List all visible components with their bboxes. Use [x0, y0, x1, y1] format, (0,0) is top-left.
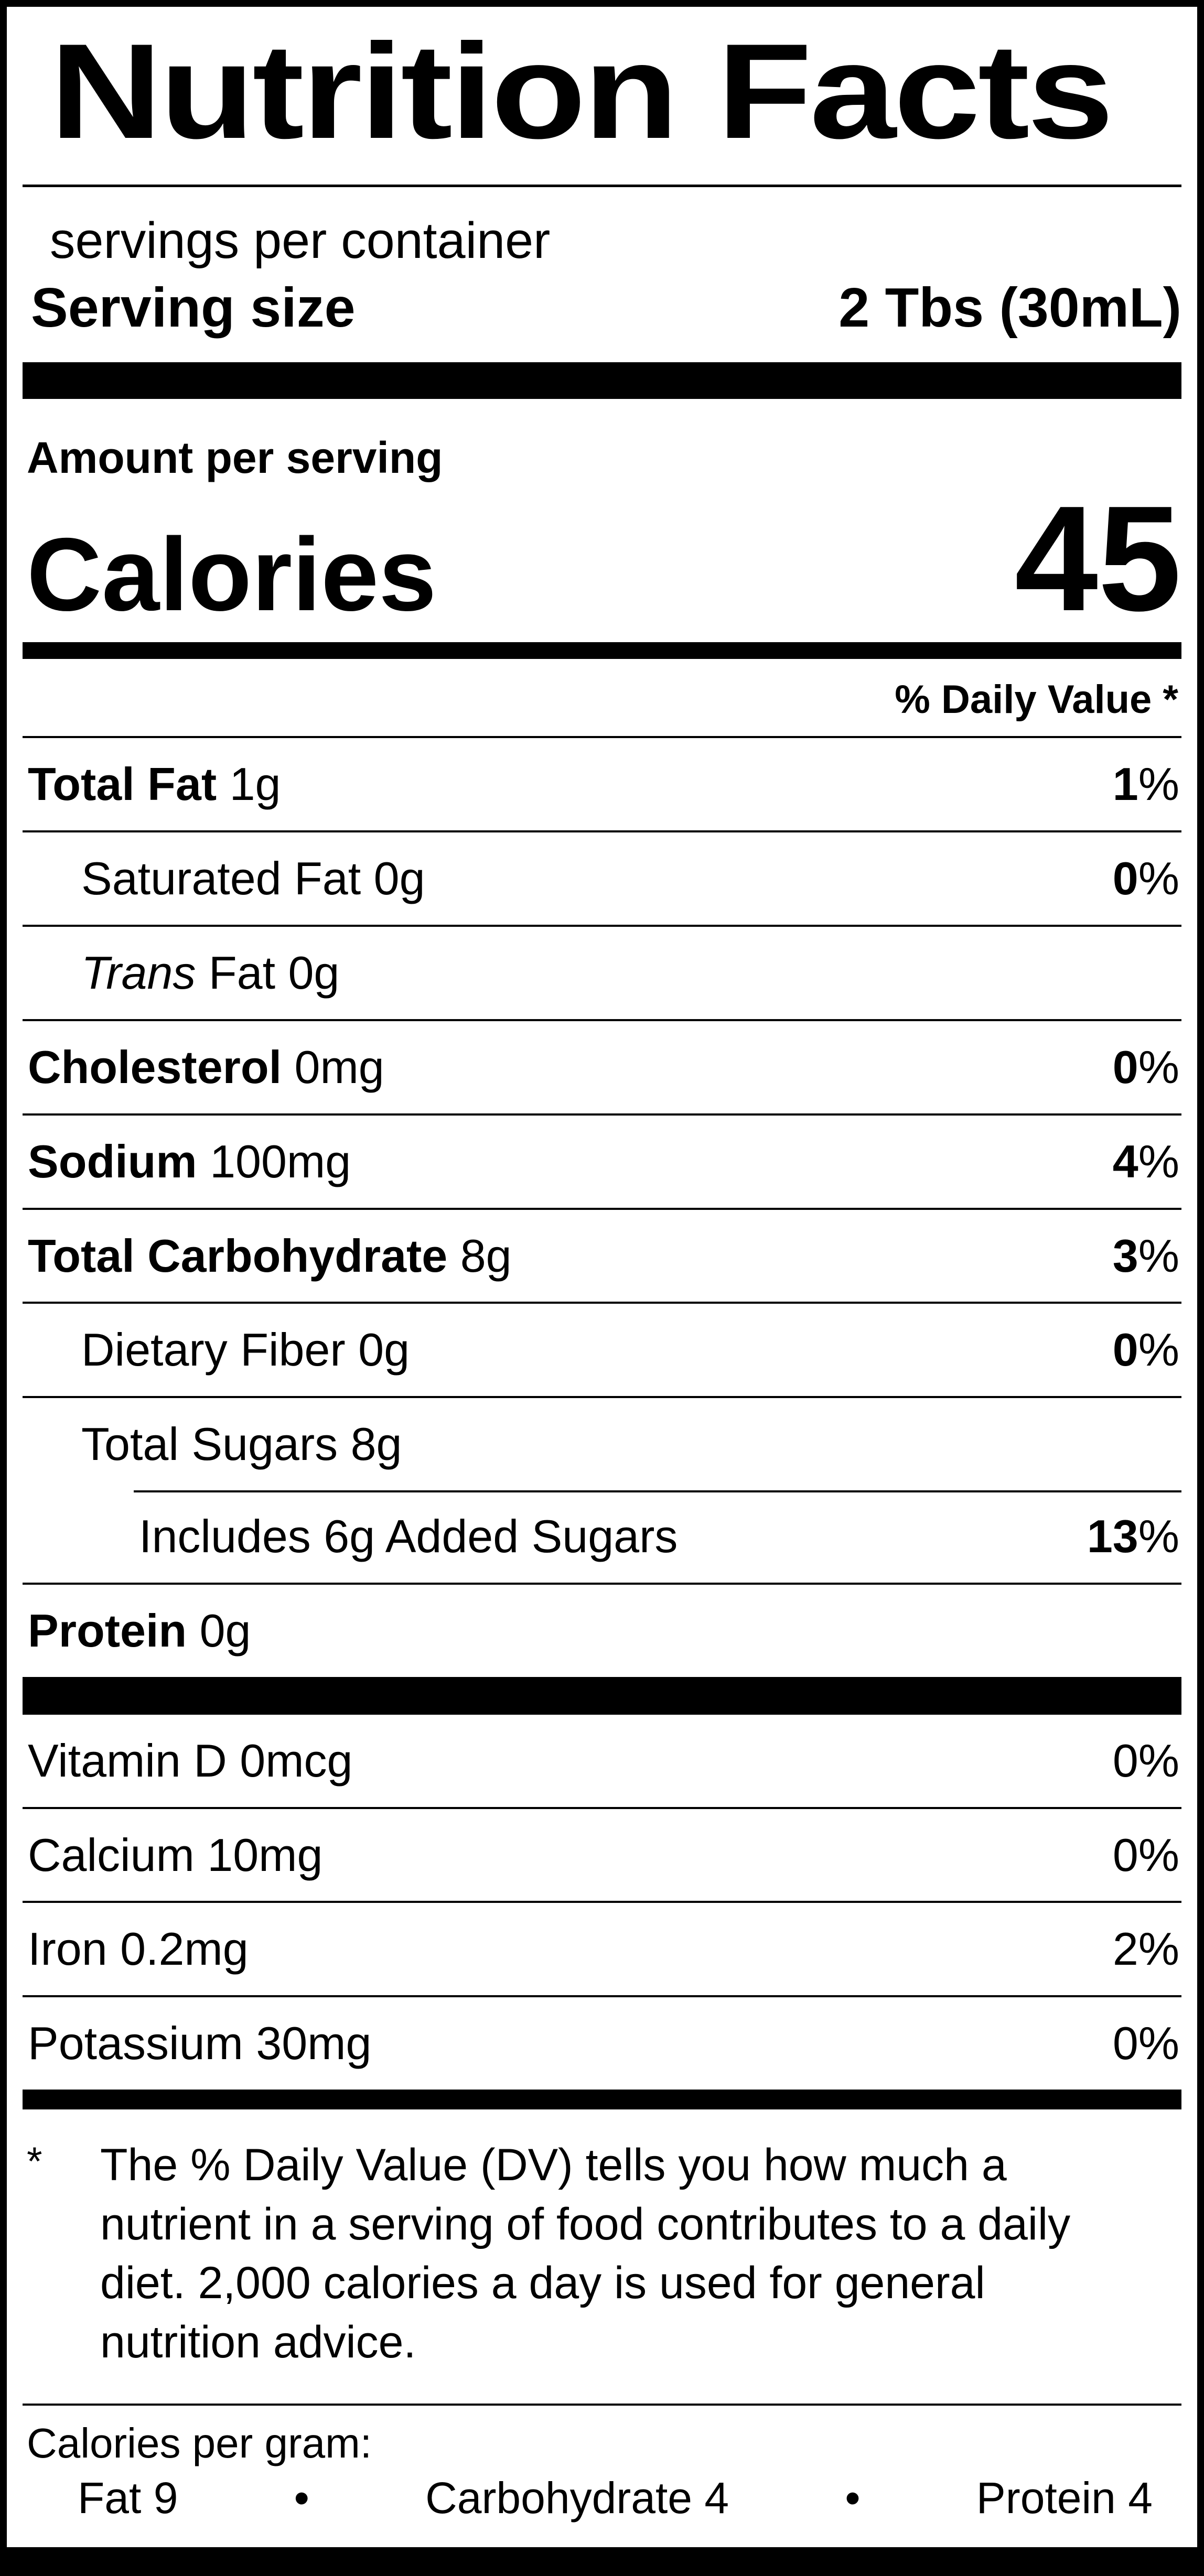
footnote-text: The % Daily Value (DV) tells you how muc… [100, 2140, 1071, 2368]
amount-per-serving-label: Amount per serving [27, 433, 443, 483]
nutrient-dv: 13% [1087, 1510, 1179, 1563]
cpg-item-fat: Fat 9 [78, 2473, 178, 2523]
footnote-marker: * [27, 2139, 42, 2184]
page-title: Nutrition Facts [23, 18, 1181, 165]
nutrient-name: Total Carbohydrate 8g [28, 1229, 512, 1282]
calories-per-gram-label: Calories per gram: [27, 2419, 372, 2466]
nutrient-name: Sodium 100mg [28, 1135, 351, 1187]
calories-row: Calories 45 [23, 483, 1181, 640]
micronutrient-name: Vitamin D 0mcg [28, 1734, 353, 1787]
nutrient-rows: Total Fat 1g 1% Saturated Fat 0g 0% Tran… [23, 738, 1181, 1676]
nutrient-dv: 0% [1112, 1041, 1179, 1093]
nutrient-row-total-sugars: Total Sugars 8g [23, 1396, 1181, 1490]
nutrient-name: Dietary Fiber 0g [81, 1324, 410, 1376]
nutrient-row-sodium: Sodium 100mg 4% [23, 1113, 1181, 1208]
nutrient-name: Includes 6g Added Sugars [139, 1510, 678, 1563]
nutrient-row-trans-fat: Trans Fat 0g [23, 925, 1181, 1019]
servings-per-container: servings per container [50, 211, 551, 269]
calories-per-gram-row: Fat 9 • Carbohydrate 4 • Protein 4 [23, 2472, 1181, 2525]
nutrient-name: Total Fat 1g [28, 758, 281, 810]
nutrient-dv: 0% [1112, 852, 1179, 905]
nutrient-name: Trans Fat 0g [81, 947, 340, 999]
micronutrient-row-calcium: Calcium 10mg 0% [23, 1806, 1181, 1901]
nutrient-dv: 3% [1112, 1229, 1179, 1282]
nutrient-dv: 1% [1112, 758, 1179, 810]
title-divider [23, 184, 1181, 187]
micronutrient-row-iron: Iron 0.2mg 2% [23, 1901, 1181, 1995]
micronutrient-dv: 0% [1112, 1734, 1179, 1787]
serving-size-value: 2 Tbs (30mL) [838, 277, 1181, 339]
cpg-item-carbohydrate: Carbohydrate 4 [425, 2473, 729, 2523]
nutrient-row-cholesterol: Cholesterol 0mg 0% [23, 1019, 1181, 1113]
bullet-separator: • [294, 2473, 309, 2523]
nutrient-row-saturated-fat: Saturated Fat 0g 0% [23, 830, 1181, 925]
page-title-text: Nutrition Facts [50, 15, 1114, 167]
footnote: * The % Daily Value (DV) tells you how m… [23, 2109, 1181, 2404]
micronutrient-row-vitamin-d: Vitamin D 0mcg 0% [23, 1715, 1181, 1807]
nutrient-name: Cholesterol 0mg [28, 1041, 384, 1093]
micronutrient-name: Potassium 30mg [28, 2017, 372, 2070]
nutrient-dv: 0% [1112, 1324, 1179, 1376]
micronutrient-name: Calcium 10mg [28, 1828, 323, 1881]
calories-label: Calories [27, 516, 437, 632]
serving-size-label: Serving size [31, 277, 356, 339]
nutrient-dv: 4% [1112, 1135, 1179, 1187]
serving-size-row: Serving size 2 Tbs (30mL) [23, 275, 1181, 341]
micronutrient-rows: Vitamin D 0mcg 0% Calcium 10mg 0% Iron 0… [23, 1715, 1181, 2090]
nutrient-row-total-carbohydrate: Total Carbohydrate 8g 3% [23, 1207, 1181, 1302]
nutrient-row-dietary-fiber: Dietary Fiber 0g 0% [23, 1302, 1181, 1396]
cpg-item-protein: Protein 4 [976, 2473, 1153, 2523]
separator-bar-medium [23, 2090, 1181, 2110]
micronutrient-dv: 0% [1112, 1828, 1179, 1881]
divider [23, 2403, 1181, 2406]
divider [23, 736, 1181, 739]
bullet-separator: • [845, 2473, 861, 2523]
nutrient-row-total-fat: Total Fat 1g 1% [23, 738, 1181, 830]
micronutrient-dv: 0% [1112, 2017, 1179, 2070]
nutrient-row-protein: Protein 0g [23, 1582, 1181, 1677]
separator-bar-medium [23, 642, 1181, 659]
nutrient-name: Saturated Fat 0g [81, 852, 425, 905]
nutrient-row-added-sugars: Includes 6g Added Sugars 13% [23, 1490, 1181, 1583]
separator-bar-thick [23, 1676, 1181, 1715]
nutrient-name: Protein 0g [28, 1604, 251, 1657]
nutrient-name: Total Sugars 8g [81, 1418, 402, 1470]
micronutrient-row-potassium: Potassium 30mg 0% [23, 1995, 1181, 2090]
calories-value: 45 [1014, 474, 1181, 642]
separator-bar-thick [23, 362, 1181, 399]
micronutrient-name: Iron 0.2mg [28, 1923, 249, 1975]
micronutrient-dv: 2% [1112, 1923, 1179, 1975]
daily-value-header: % Daily Value * [895, 677, 1178, 722]
